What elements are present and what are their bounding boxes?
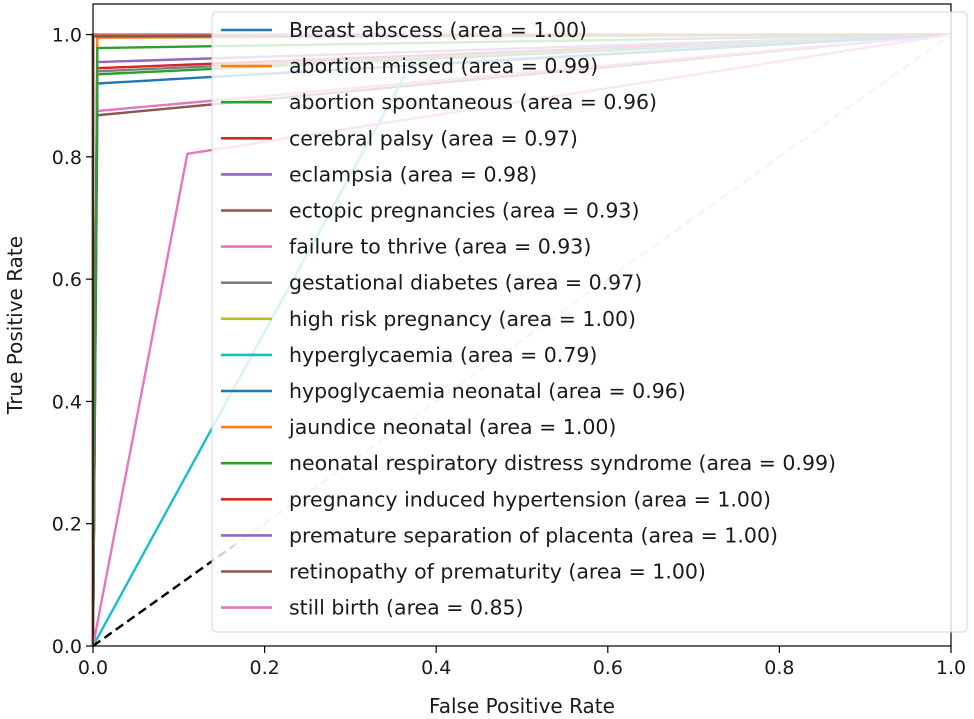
legend-label: jaundice neonatal (area = 1.00) — [288, 415, 616, 439]
y-tick-label: 0.0 — [52, 636, 82, 658]
y-axis-ticks: 0.0 0.2 0.4 0.6 0.8 1.0 — [52, 25, 93, 658]
legend-label: premature separation of placenta (area =… — [289, 523, 778, 547]
y-tick-label: 1.0 — [52, 25, 82, 47]
legend-label: high risk pregnancy (area = 1.00) — [289, 307, 636, 331]
legend-label: abortion missed (area = 0.99) — [289, 54, 598, 78]
x-tick-label: 1.0 — [936, 657, 966, 679]
legend-label: ectopic pregnancies (area = 0.93) — [289, 199, 639, 223]
x-tick-label: 0.0 — [78, 657, 108, 679]
legend-label: neonatal respiratory distress syndrome (… — [289, 451, 836, 475]
legend: Breast abscess (area = 1.00) abortion mis… — [211, 11, 968, 633]
x-axis-ticks: 0.0 0.2 0.4 0.6 0.8 1.0 — [78, 646, 966, 679]
legend-label: pregnancy induced hypertension (area = 1… — [289, 487, 771, 511]
x-tick-label: 0.4 — [421, 657, 451, 679]
y-tick-label: 0.2 — [52, 514, 82, 536]
legend-label: abortion spontaneous (area = 0.96) — [289, 90, 657, 114]
y-axis-title: True Positive Rate — [3, 236, 27, 415]
x-tick-label: 0.2 — [249, 657, 279, 679]
legend-label: gestational diabetes (area = 0.97) — [289, 271, 642, 295]
legend-label: cerebral palsy (area = 0.97) — [289, 126, 578, 150]
legend-label: failure to thrive (area = 0.93) — [289, 235, 591, 259]
x-axis-title: False Positive Rate — [429, 694, 615, 718]
y-tick-label: 0.8 — [52, 147, 82, 169]
legend-label: Breast abscess (area = 1.00) — [289, 18, 587, 42]
legend-label: eclampsia (area = 0.98) — [289, 162, 537, 186]
x-tick-label: 0.6 — [593, 657, 623, 679]
y-tick-label: 0.4 — [52, 391, 82, 413]
legend-items: Breast abscess (area = 1.00) abortion mis… — [221, 18, 836, 620]
legend-label: hypoglycaemia neonatal (area = 0.96) — [289, 379, 686, 403]
legend-label: retinopathy of prematurity (area = 1.00) — [289, 560, 706, 584]
x-tick-label: 0.8 — [764, 657, 794, 679]
legend-box — [211, 11, 968, 633]
legend-label: hyperglycaemia (area = 0.79) — [289, 343, 597, 367]
y-tick-label: 0.6 — [52, 269, 82, 291]
legend-label: still birth (area = 0.85) — [289, 596, 524, 620]
